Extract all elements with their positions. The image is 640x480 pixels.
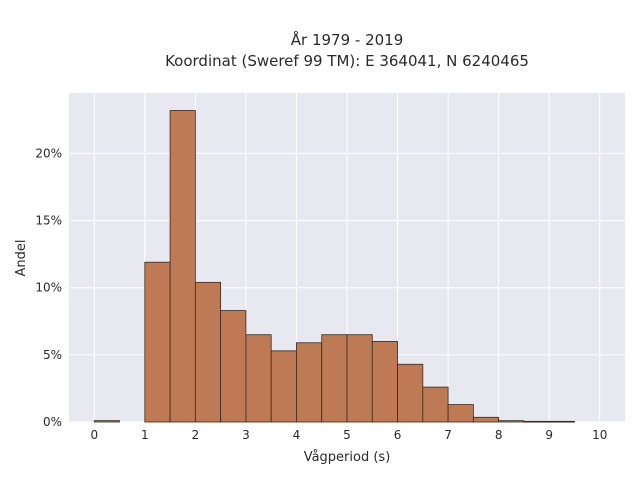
x-tick-label: 6 [394,428,402,442]
x-axis-label: Vågperiod (s) [304,450,391,465]
x-tick-label: 5 [343,428,351,442]
x-tick-label: 7 [444,428,452,442]
y-tick-label: 0% [43,415,62,429]
y-tick-label: 20% [35,146,62,160]
y-tick-label: 5% [43,348,62,362]
histogram-bar [422,386,449,423]
x-tick-label: 3 [242,428,250,442]
bars [93,110,575,423]
histogram-bar [371,341,398,423]
x-tick-label: 4 [293,428,301,442]
chart-title-line1: År 1979 - 2019 [291,30,404,49]
y-axis-label: Andel [14,240,29,277]
histogram-bar [472,416,500,423]
histogram-bar [346,334,373,423]
x-tick-label: 8 [495,428,503,442]
histogram-bar [245,334,272,423]
histogram-bar [523,420,550,423]
histogram-bar [220,310,247,423]
chart-title-line2: Koordinat (Sweref 99 TM): E 364041, N 62… [165,52,529,70]
x-tick-label: 0 [90,428,98,442]
histogram-bar [93,420,120,423]
x-tick-label: 10 [592,428,607,442]
histogram-bar [270,350,297,423]
x-axis-ticks: 0 1 2 3 4 5 6 7 8 9 10 [90,428,607,442]
histogram-bar [296,342,323,423]
histogram-bar [447,404,474,423]
histogram-bar [498,420,525,423]
x-tick-label: 1 [141,428,149,442]
histogram-bar [194,281,222,423]
y-axis-ticks: 0% 5% 10% 15% 20% [35,146,62,429]
histogram-bar [548,420,575,423]
histogram-bar [321,334,348,423]
y-tick-label: 15% [35,214,62,228]
histogram-bar [144,261,171,423]
histogram-bar [169,110,196,423]
x-tick-label: 2 [192,428,200,442]
x-tick-label: 9 [545,428,553,442]
y-tick-label: 10% [35,281,62,295]
histogram-bar [397,363,424,423]
